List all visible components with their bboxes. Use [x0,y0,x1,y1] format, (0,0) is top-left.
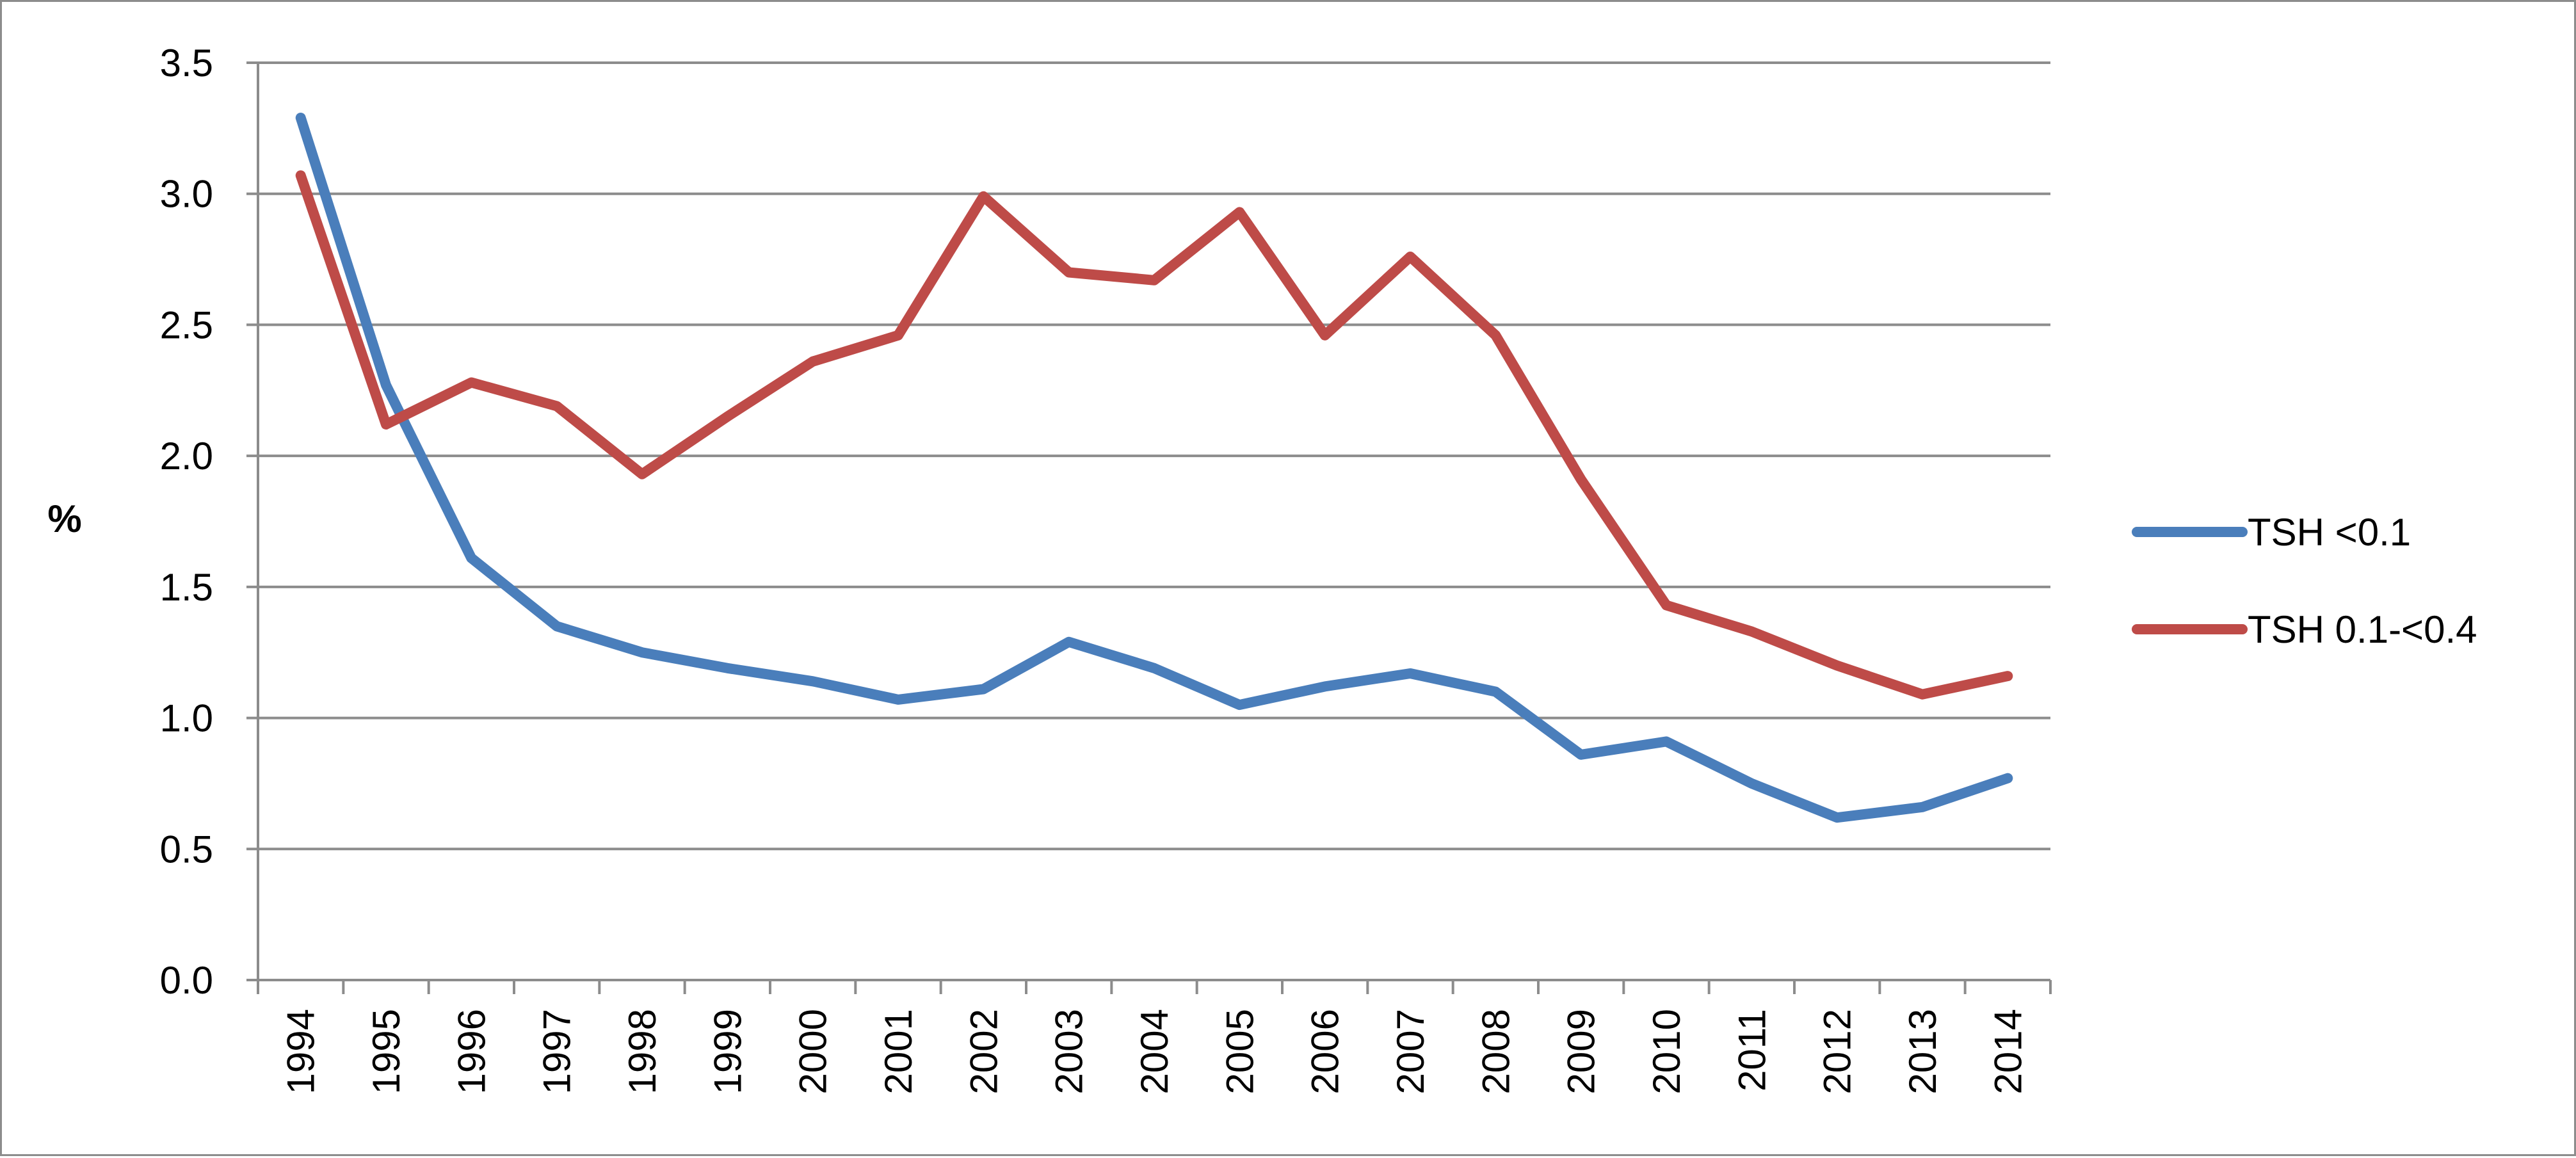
x-tick-label: 1996 [450,1009,493,1094]
x-tick-label: 1994 [280,1009,323,1094]
x-tick-label: 2010 [1645,1009,1688,1094]
x-tick-label: 2003 [1048,1009,1091,1094]
x-tick-label: 1997 [536,1009,579,1094]
gridlines [246,61,2050,851]
x-tick-label: 2001 [877,1009,920,1094]
x-tick-label: 2007 [1389,1009,1432,1094]
y-tick-label: 3.0 [160,173,213,216]
y-tick-label: 3.5 [160,42,213,84]
x-tick-label: 2012 [1816,1009,1859,1094]
x-tick-label: 1995 [365,1009,408,1094]
x-tick-label: 2005 [1218,1009,1261,1094]
x-tick-label: 2013 [1901,1009,1944,1094]
axes [246,63,2052,994]
y-tick-labels: 0.0 0.5 1.0 1.5 2.0 2.5 3.0 3.5 [160,42,213,1002]
x-tick-label: 2002 [962,1009,1005,1094]
x-tick-label: 2008 [1474,1009,1517,1094]
series-line-2 [295,170,2013,700]
y-tick-label: 0.5 [160,828,213,871]
legend-label-1: TSH <0.1 [2248,511,2411,554]
y-tick-label: 0.0 [160,959,213,1002]
x-tick-label: 2000 [792,1009,835,1094]
x-tick-label: 2011 [1730,1009,1773,1091]
x-tick-label: 1999 [706,1009,749,1094]
series-line-1 [295,113,2013,823]
legend: TSH <0.1 TSH 0.1-<0.4 [2132,511,2477,651]
x-tick-label: 2004 [1133,1009,1176,1094]
y-axis-title: % [47,497,81,540]
series-lines [295,113,2013,823]
legend-label-2: TSH 0.1-<0.4 [2248,608,2477,651]
y-tick-label: 1.5 [160,566,213,609]
y-tick-label: 2.5 [160,303,213,346]
x-tick-labels: 1994 1995 1996 1997 1998 1999 2000 2001 2002 2003… [280,1009,2030,1094]
x-tick-label: 2006 [1304,1009,1347,1094]
x-tick-label: 2014 [1986,1009,2029,1094]
y-tick-label: 1.0 [160,697,213,740]
x-tick-label: 2009 [1560,1009,1603,1094]
x-tick-label: 1998 [621,1009,664,1094]
y-tick-label: 2.0 [160,435,213,478]
